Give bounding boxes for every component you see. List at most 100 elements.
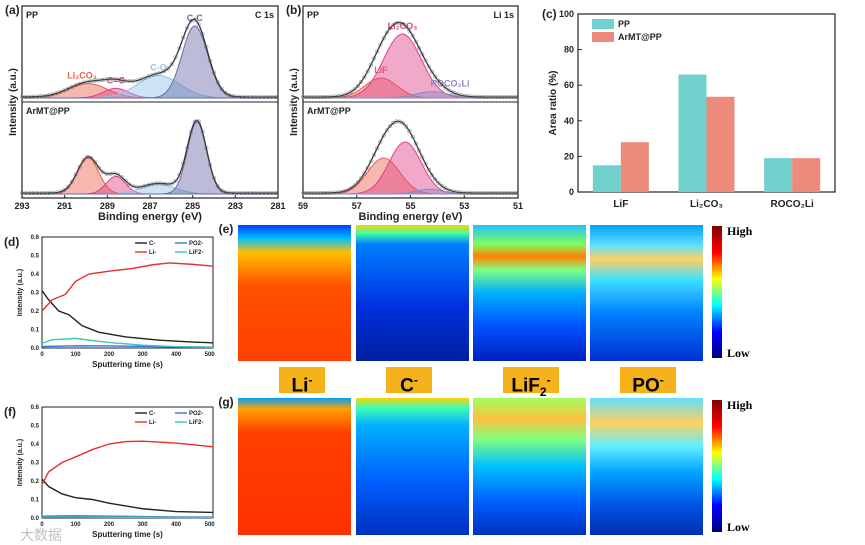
data-point: [323, 190, 328, 195]
heatmap-e-li: [238, 225, 351, 361]
data-point: [162, 181, 167, 186]
colorbar-e: [712, 226, 722, 358]
data-point: [426, 167, 431, 172]
x-tick-label: 300: [138, 352, 149, 358]
y-axis-label: Intensity (a.u.): [289, 68, 300, 136]
x-tick-label: 293: [14, 201, 29, 211]
data-point: [313, 94, 318, 100]
heatmap-g-lif2: [473, 398, 586, 535]
peak-label: Li₂CO₃: [388, 21, 418, 31]
data-point: [81, 80, 86, 85]
data-point: [326, 190, 331, 195]
series-line-C-: [41, 290, 214, 344]
data-point: [196, 119, 201, 124]
data-point: [333, 94, 338, 99]
legend-swatch: [592, 32, 614, 42]
data-point: [54, 190, 59, 195]
panel-label: (f): [4, 405, 16, 419]
x-tick-label: ROCO₂Li: [770, 199, 814, 210]
data-point: [219, 188, 224, 193]
data-point: [371, 56, 377, 61]
data-point: [362, 171, 367, 176]
data-point: [417, 45, 422, 50]
data-point: [371, 152, 377, 157]
y-tick-label: 0.3: [31, 291, 40, 297]
subplot-name: PP: [307, 10, 319, 20]
bar-PP: [592, 165, 621, 192]
data-point: [352, 183, 357, 188]
data-point: [336, 190, 341, 195]
data-point: [54, 91, 59, 96]
y-tick-label: 20: [564, 151, 574, 161]
x-tick-label: 0: [40, 352, 44, 358]
data-point: [407, 129, 412, 134]
data-point: [131, 184, 136, 189]
data-point: [81, 158, 86, 163]
data-point: [200, 32, 205, 37]
watermark: 大数据: [20, 527, 62, 543]
panel-label: (b): [286, 3, 301, 17]
data-point: [96, 165, 101, 170]
data-point: [484, 190, 489, 196]
data-point: [307, 190, 312, 196]
data-point: [381, 36, 386, 41]
data-point: [465, 190, 470, 195]
data-point: [471, 94, 476, 99]
data-point: [204, 146, 209, 151]
y-tick-label: 0.5: [31, 424, 40, 430]
data-point: [62, 188, 67, 193]
y-tick-label: 0: [569, 187, 574, 197]
data-point: [507, 190, 512, 196]
data-point: [234, 94, 240, 99]
data-point: [123, 78, 128, 83]
subplot-name: ArMT@PP: [26, 106, 70, 116]
data-point: [208, 58, 213, 63]
data-point: [346, 91, 351, 96]
x-tick-label: 59: [298, 201, 308, 211]
x-tick-label: 200: [104, 522, 115, 528]
series-line-C-: [41, 478, 214, 514]
y-tick-label: 0.0: [31, 516, 40, 522]
panel-label: (d): [4, 235, 19, 249]
subplot-name: PP: [26, 10, 38, 20]
envelope-line: [22, 119, 278, 194]
series-line-Li-: [41, 262, 214, 312]
data-point: [304, 94, 309, 100]
x-tick-label: 285: [185, 201, 200, 211]
colorbar-g: [712, 400, 722, 532]
bar-PP: [764, 158, 793, 192]
x-tick-label: 500: [205, 522, 216, 528]
data-point: [333, 190, 338, 195]
y-tick-label: 0.6: [31, 405, 40, 411]
data-point: [77, 81, 82, 86]
data-point: [169, 62, 174, 67]
x-tick-label: 400: [171, 352, 182, 358]
panel-label: (e): [219, 222, 234, 236]
data-point: [420, 155, 425, 160]
bar-ArMT@PP: [792, 158, 821, 192]
data-point: [173, 179, 178, 184]
data-point: [329, 190, 335, 195]
data-point: [185, 25, 190, 30]
data-point: [320, 94, 325, 100]
data-point: [35, 94, 40, 99]
legend-label: PO2-: [189, 241, 203, 247]
data-point: [211, 70, 217, 75]
data-point: [300, 190, 306, 196]
data-point: [504, 190, 509, 196]
data-point: [484, 94, 489, 100]
data-point: [96, 78, 101, 83]
legend-label: PP: [618, 19, 630, 29]
data-point: [300, 94, 306, 100]
data-point: [504, 94, 509, 100]
data-point: [188, 19, 194, 24]
data-point: [400, 21, 406, 26]
data-point: [196, 22, 201, 27]
y-axis-label: Intensity (a.u.): [17, 439, 24, 486]
x-tick-label: 400: [171, 522, 182, 528]
data-point: [417, 148, 422, 153]
data-point: [449, 89, 454, 94]
y-tick-label: 40: [564, 116, 574, 126]
data-point: [304, 190, 309, 196]
